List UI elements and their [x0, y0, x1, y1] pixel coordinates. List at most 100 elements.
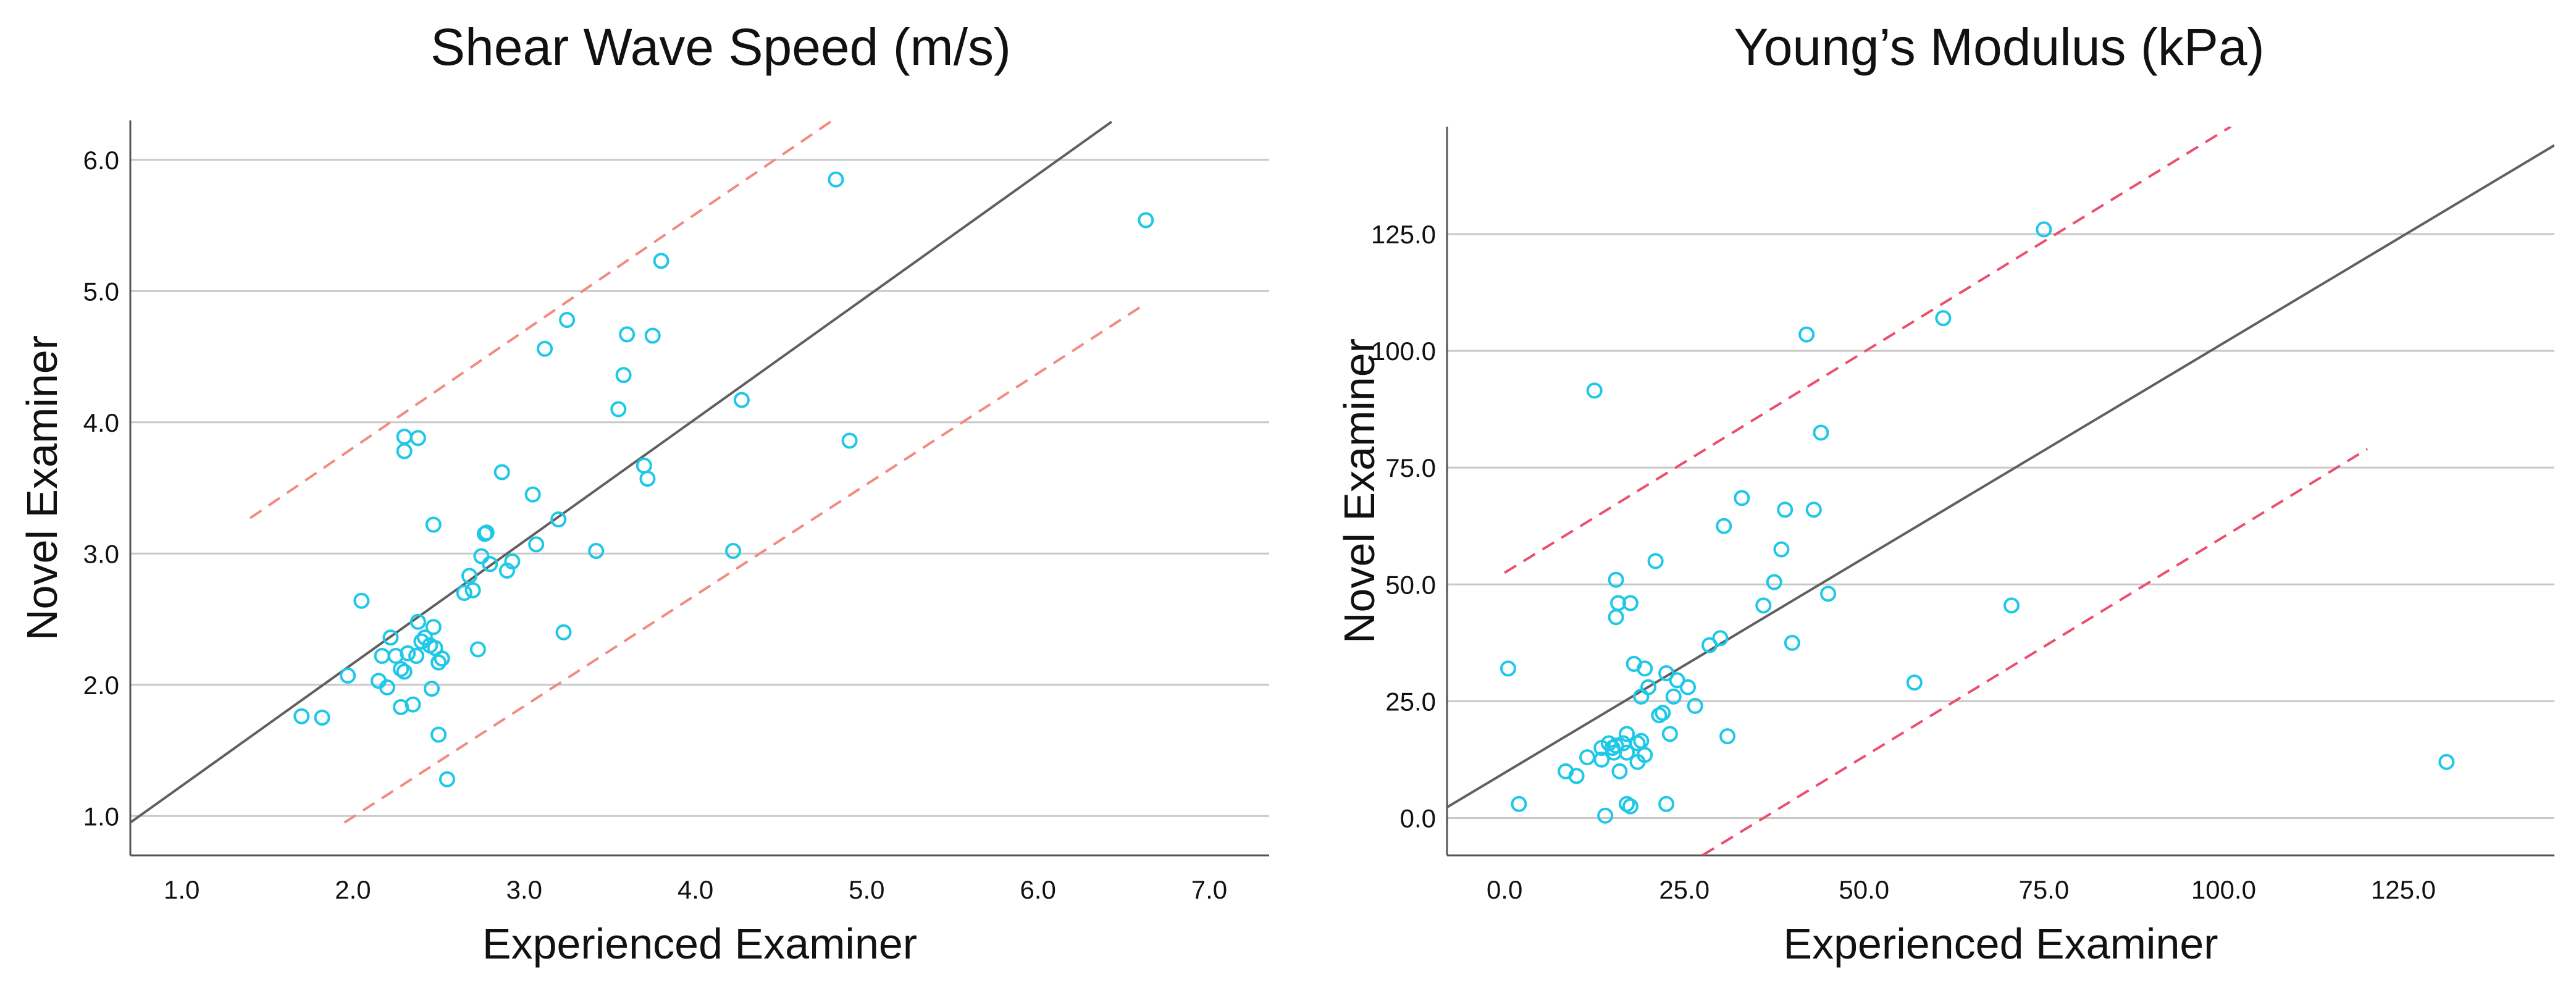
y-tick-label: 50.0	[1385, 570, 1436, 599]
data-point	[493, 464, 510, 481]
data-point	[619, 326, 636, 343]
data-point	[461, 568, 478, 584]
data-point	[314, 709, 330, 726]
data-point	[636, 457, 652, 474]
data-point	[1755, 597, 1772, 614]
upper-prediction-line	[1504, 127, 2232, 574]
x-axis-label: Experienced Examiner	[1783, 920, 2218, 968]
data-point	[1633, 732, 1650, 749]
data-point	[1610, 595, 1627, 611]
data-point	[1665, 688, 1682, 705]
data-point	[1766, 574, 1782, 590]
data-point	[1586, 382, 1603, 399]
data-point	[1640, 679, 1656, 695]
youngs-modulus-panel: 0.0 25.0 50.0 75.0 100.0 125.0 0.0 25.0 50.0 75.0…	[1288, 0, 2575, 982]
data-point	[1608, 609, 1624, 626]
y-tick-label: 6.0	[83, 146, 119, 175]
y-axis-label: Novel Examiner	[1335, 338, 1383, 644]
data-point	[456, 585, 472, 601]
x-tick-label: 2.0	[335, 875, 371, 904]
data-point	[424, 681, 440, 697]
data-point	[559, 312, 576, 328]
data-point	[1597, 807, 1614, 824]
data-point	[550, 511, 567, 527]
data-point	[1719, 728, 1736, 745]
data-point	[2438, 753, 2455, 770]
data-point	[639, 471, 656, 487]
data-point	[1935, 310, 1952, 327]
data-point	[353, 592, 370, 609]
data-point	[293, 708, 310, 724]
data-point	[1773, 541, 1790, 558]
data-point	[1716, 518, 1732, 534]
data-point	[733, 392, 750, 408]
data-point	[409, 430, 426, 447]
data-point	[464, 582, 481, 598]
y-axis-label: Novel Examiner	[18, 335, 66, 640]
data-point	[1813, 424, 1829, 441]
data-point	[425, 619, 442, 636]
data-point	[2036, 221, 2052, 238]
y-tick-label: 25.0	[1385, 687, 1436, 716]
data-point	[1798, 326, 1815, 343]
data-point	[615, 367, 632, 384]
data-point	[393, 661, 409, 678]
data-point	[1622, 595, 1638, 611]
data-point	[382, 629, 399, 646]
lower-prediction-line	[1701, 448, 2368, 855]
data-point	[430, 726, 447, 743]
data-point	[425, 516, 442, 533]
data-point	[379, 679, 395, 695]
x-axis-label: Experienced Examiner	[482, 920, 917, 968]
data-point	[473, 548, 490, 564]
data-point	[1611, 763, 1628, 779]
chart-title: Shear Wave Speed (m/s)	[430, 18, 1011, 76]
data-point	[1579, 749, 1596, 766]
data-point	[610, 401, 627, 418]
data-point	[588, 543, 605, 559]
data-point	[396, 443, 413, 460]
data-point	[1637, 747, 1653, 763]
data-point	[1658, 665, 1675, 681]
data-point	[504, 553, 521, 569]
data-point	[1701, 637, 1718, 653]
lower-prediction-line	[343, 306, 1142, 824]
data-point	[2003, 597, 2020, 614]
data-point	[725, 543, 742, 559]
x-tick-label: 1.0	[164, 875, 199, 904]
y-tick-label: 75.0	[1385, 453, 1436, 482]
fit-line	[1447, 144, 2554, 808]
data-point	[1658, 795, 1675, 812]
data-point	[1608, 571, 1624, 588]
data-point	[653, 253, 669, 269]
shear-wave-speed-chart: 1.0 2.0 3.0 4.0 5.0 6.0 1.0 2.0 3.0 4.0 5.0 6.0 7.0 S…	[18, 18, 1269, 968]
data-point	[524, 486, 541, 503]
data-point	[1500, 660, 1516, 677]
data-point	[1777, 501, 1794, 518]
data-point	[405, 696, 421, 713]
y-tick-label: 100.0	[1371, 337, 1436, 366]
data-point	[1680, 679, 1697, 695]
data-point	[478, 524, 495, 541]
x-tick-label: 125.0	[2371, 875, 2436, 904]
youngs-modulus-chart: 0.0 25.0 50.0 75.0 100.0 125.0 0.0 25.0 50.0 75.0…	[1335, 18, 2554, 968]
x-tick-label: 3.0	[506, 875, 542, 904]
data-point	[1784, 634, 1800, 651]
data-point	[400, 645, 416, 661]
data-point	[1661, 726, 1678, 742]
data-point	[1669, 672, 1685, 689]
data-point	[396, 663, 413, 680]
data-point	[555, 624, 572, 640]
y-tick-label: 4.0	[83, 408, 119, 437]
x-tick-label: 4.0	[678, 875, 713, 904]
data-point	[1647, 553, 1664, 569]
data-point	[340, 667, 356, 684]
data-point	[482, 556, 498, 573]
data-point	[528, 536, 545, 553]
data-point	[828, 171, 844, 188]
data-point	[438, 771, 455, 787]
y-tick-label: 1.0	[83, 802, 119, 831]
data-point	[1712, 630, 1729, 647]
x-tick-label: 7.0	[1191, 875, 1227, 904]
x-tick-label: 50.0	[1839, 875, 1889, 904]
